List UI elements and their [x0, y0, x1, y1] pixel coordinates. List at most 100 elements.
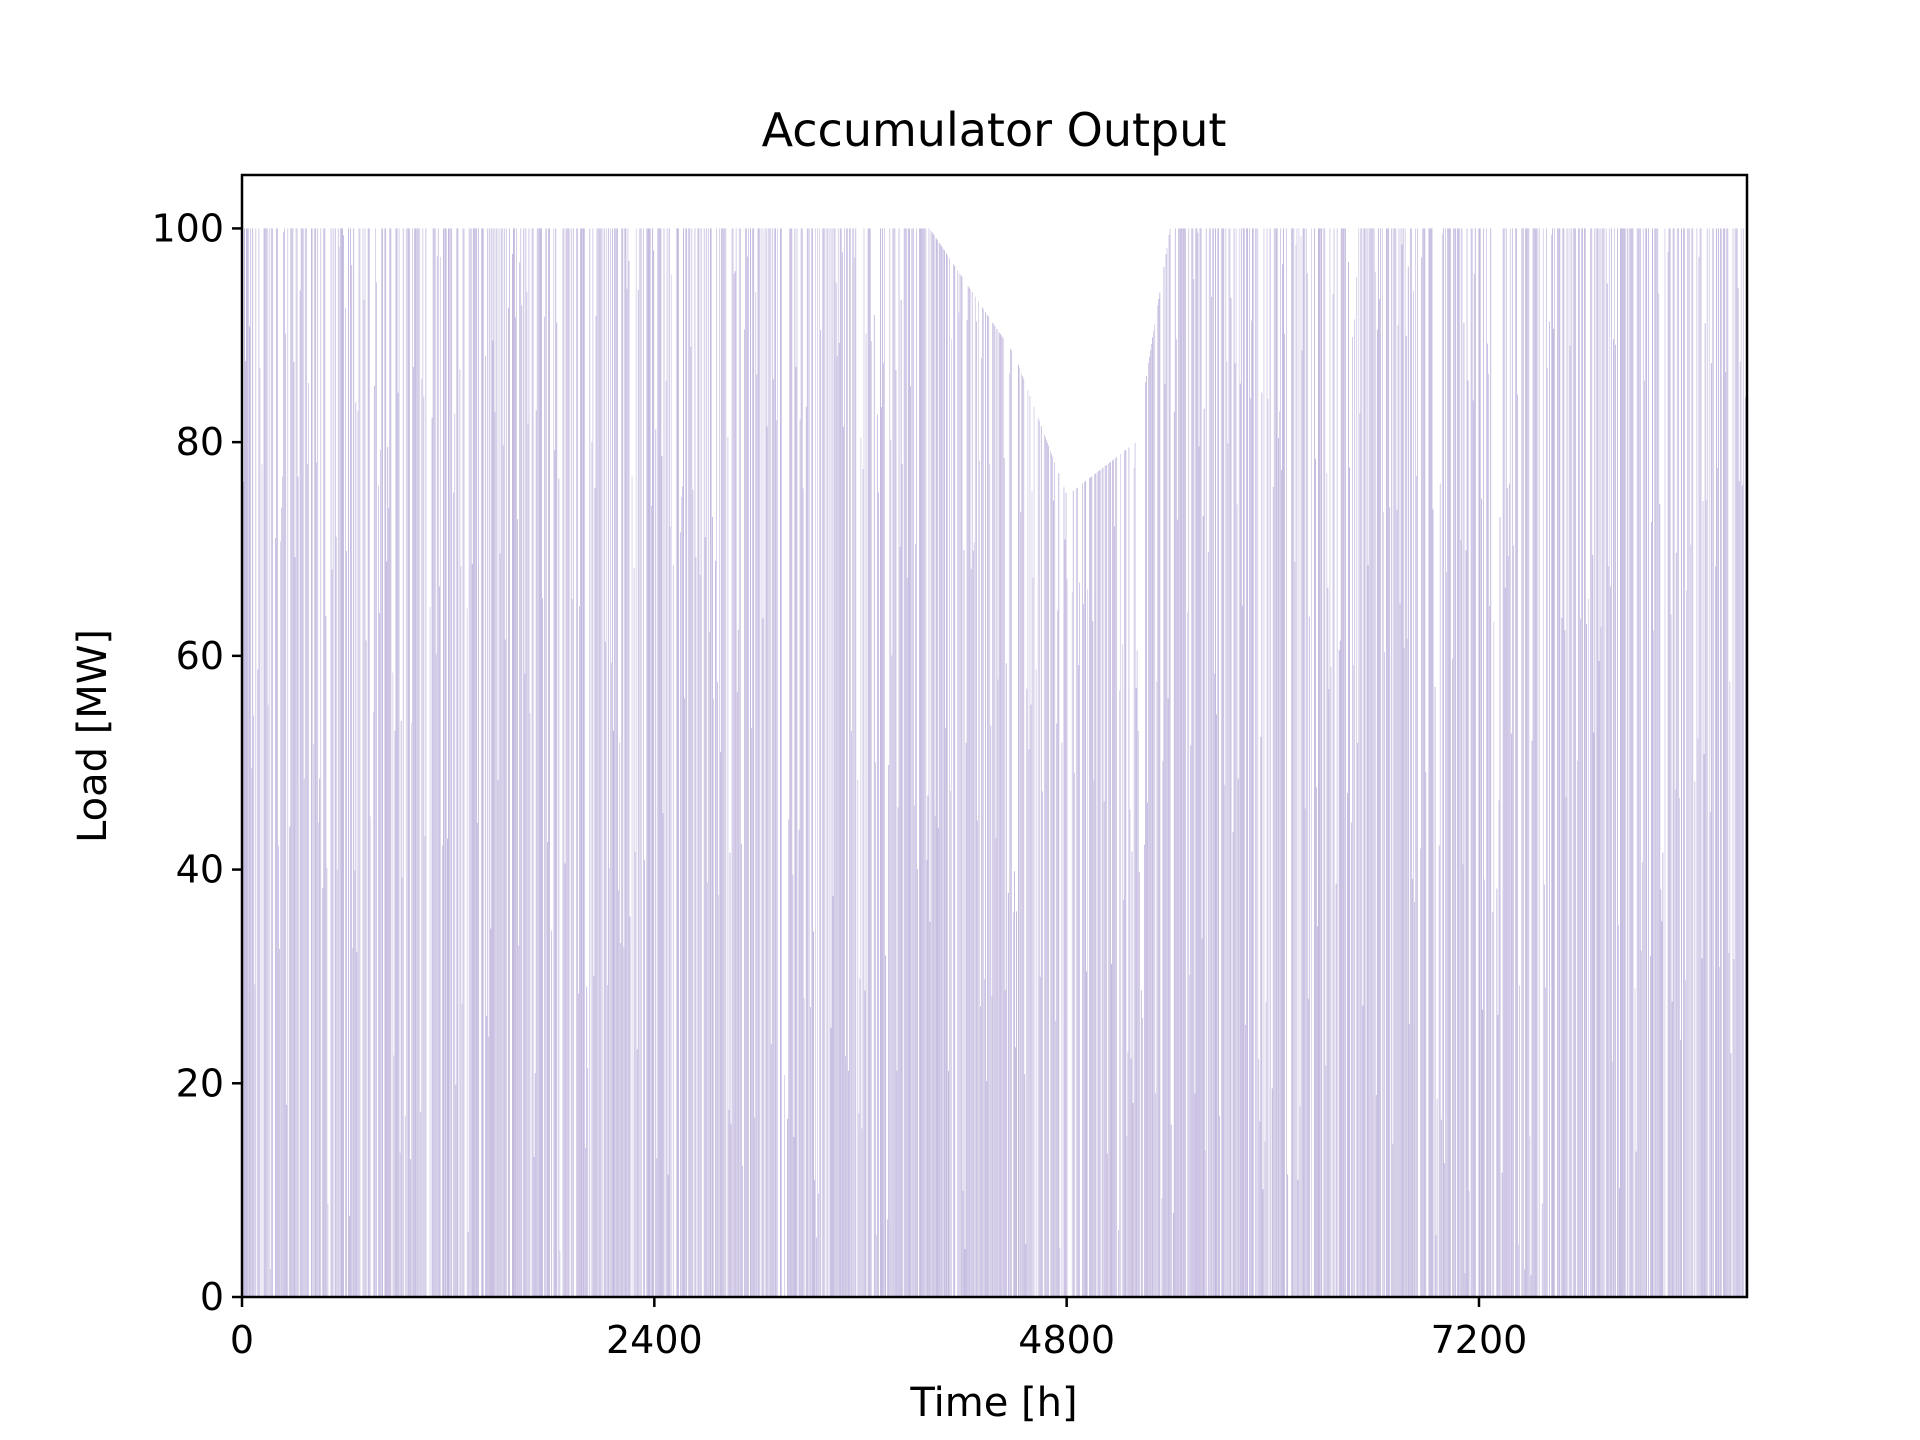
- bar: [508, 228, 510, 1298]
- bar: [518, 945, 520, 1297]
- bar: [1251, 320, 1252, 1298]
- bar: [591, 441, 593, 1297]
- bar: [1519, 985, 1520, 1297]
- bar: [1675, 552, 1677, 1297]
- bar: [705, 228, 707, 1298]
- bar: [1399, 603, 1401, 1297]
- bar: [326, 867, 328, 1297]
- bar: [954, 265, 956, 1297]
- bar: [1394, 228, 1396, 1298]
- bar: [1590, 228, 1592, 1298]
- bar: [626, 288, 628, 1298]
- bar: [593, 975, 595, 1297]
- bar: [502, 445, 504, 1297]
- bar: [851, 730, 853, 1297]
- bar: [1420, 848, 1422, 1297]
- bar: [739, 228, 741, 1298]
- bar: [1706, 228, 1708, 1298]
- bar: [661, 455, 663, 1297]
- bar: [1624, 228, 1626, 1298]
- bar: [376, 282, 377, 1297]
- bar: [922, 228, 924, 1298]
- bar: [959, 273, 961, 1297]
- bar: [523, 228, 525, 1298]
- bar: [420, 1111, 422, 1297]
- bar: [254, 984, 256, 1297]
- bar: [865, 333, 867, 1297]
- bar: [1199, 228, 1201, 1298]
- bar: [1136, 650, 1138, 1297]
- x-tick-label: 2400: [606, 1318, 703, 1362]
- bar: [388, 508, 390, 1298]
- bar: [685, 228, 687, 1298]
- bar: [1222, 228, 1224, 1298]
- bar: [1685, 980, 1686, 1297]
- bar: [1024, 1074, 1026, 1297]
- bar: [781, 228, 782, 1298]
- bar: [1173, 411, 1175, 1297]
- bar: [1523, 228, 1525, 1298]
- bar: [881, 407, 882, 1297]
- bar: [1102, 467, 1104, 1297]
- bar: [1402, 228, 1404, 1298]
- bar: [675, 228, 677, 1298]
- bar: [870, 341, 872, 1297]
- bar: [991, 996, 993, 1297]
- bar: [622, 228, 624, 1298]
- bar: [1155, 1093, 1157, 1297]
- bar: [1738, 481, 1740, 1297]
- bar: [698, 228, 700, 1298]
- bar: [335, 536, 337, 1297]
- bar: [1172, 1212, 1174, 1297]
- bar: [1130, 1058, 1132, 1297]
- bar: [1489, 605, 1491, 1297]
- bar: [635, 228, 637, 1298]
- bar: [556, 322, 558, 1298]
- bar: [1032, 577, 1034, 1297]
- bar: [1195, 228, 1197, 1298]
- bar: [507, 307, 509, 1297]
- bar: [1089, 477, 1091, 1297]
- bar: [404, 1115, 406, 1297]
- bar: [945, 727, 946, 1297]
- bar: [906, 577, 908, 1297]
- bar: [425, 228, 427, 1298]
- bar: [301, 228, 303, 1298]
- bar: [1104, 465, 1106, 1297]
- bar: [1655, 228, 1657, 1298]
- bar: [436, 256, 438, 1297]
- bar: [1275, 228, 1277, 1298]
- bar: [1659, 503, 1661, 1298]
- bar: [267, 704, 269, 1297]
- bar: [1358, 228, 1360, 1298]
- bar: [1644, 228, 1646, 1298]
- bar: [385, 228, 387, 1298]
- bar: [307, 382, 309, 1297]
- bar: [695, 557, 697, 1297]
- bar: [758, 228, 760, 1298]
- bar: [724, 228, 726, 1298]
- bar: [536, 228, 538, 1298]
- bar: [417, 228, 419, 1298]
- bar: [1225, 228, 1227, 1298]
- bar: [926, 859, 928, 1297]
- bar: [823, 228, 825, 1298]
- bar: [406, 228, 408, 1298]
- bar: [325, 615, 327, 1297]
- bar: [1325, 1065, 1327, 1297]
- bar: [1221, 228, 1223, 1298]
- bar: [1269, 228, 1271, 1298]
- y-axis-label: Load [MW]: [70, 629, 116, 843]
- bar: [1414, 902, 1415, 1297]
- bar: [367, 228, 369, 1298]
- bar: [418, 228, 420, 1298]
- bar: [413, 367, 414, 1297]
- bar: [1235, 228, 1237, 1298]
- bar: [1625, 228, 1627, 1298]
- bar: [1260, 736, 1262, 1297]
- bar: [1326, 473, 1328, 1297]
- bar: [1308, 616, 1310, 1297]
- bar: [1552, 228, 1553, 1298]
- bar: [1670, 614, 1672, 1297]
- bar: [884, 228, 885, 1298]
